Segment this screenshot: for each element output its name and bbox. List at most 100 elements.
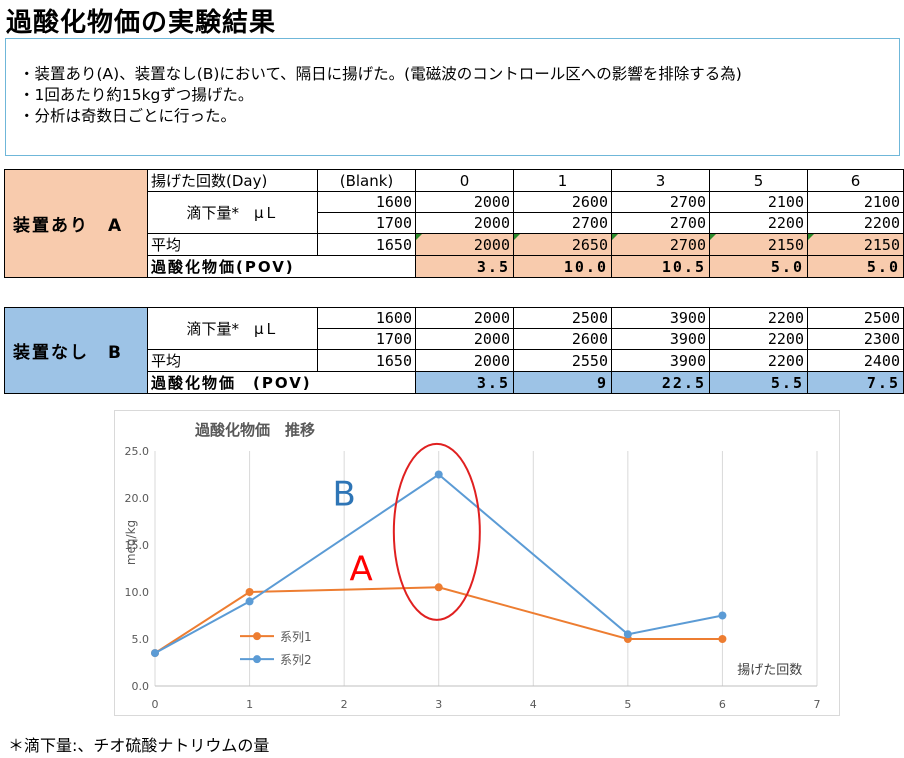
cell: 2100 [709, 191, 808, 213]
day-header: 6 [807, 169, 904, 192]
cell: 2150 [807, 233, 904, 256]
legend-marker [253, 632, 261, 641]
cell: 2200 [709, 328, 808, 350]
y-tick-label: 5.0 [132, 633, 150, 646]
table-row: 装置なし B 滴下量* μＬ 1600 2000 2500 3900 2200 … [4, 307, 904, 394]
cell: 2100 [807, 191, 904, 213]
cell: 2000 [415, 328, 514, 350]
pov-value: 5.5 [709, 371, 808, 394]
cell: 1700 [317, 328, 416, 350]
chart-container: 0 1 2 3 4 5 6 7 0.0 5.0 10.0 15.0 20.0 25.0 過酸化物価 推移 me… [114, 410, 840, 716]
titration-label: 滴下量* μＬ [147, 307, 318, 350]
pov-value: 9 [513, 371, 612, 394]
footnote: ＊滴下量:、チオ硫酸ナトリウムの量 [8, 736, 270, 755]
note-line: ・1回あたり約15kgずつ揚げた。 [19, 86, 254, 104]
blank-label: (Blank) [317, 169, 416, 192]
avg-label: 平均 [147, 233, 318, 256]
pov-value: 7.5 [807, 371, 904, 394]
note-line: ・装置あり(A)、装置なし(B)において、隔日に揚げた。(電磁波のコントロール区… [19, 65, 742, 83]
cell: 2400 [807, 349, 904, 372]
cell: 2000 [415, 191, 514, 213]
data-point [151, 649, 159, 658]
cell: 3900 [611, 349, 710, 372]
header-label: 揚げた回数(Day) [147, 169, 318, 192]
data-point [245, 597, 254, 606]
y-tick-label: 10.0 [125, 586, 150, 599]
table-row: 滴下量* μＬ 1600 2000 2600 2700 2100 2100 [5, 191, 904, 234]
x-tick-label: 2 [341, 698, 348, 711]
table-without-device: 装置なし B 滴下量* μＬ 1600 2000 2500 3900 2200 … [4, 307, 904, 394]
pov-value: 10.0 [513, 255, 612, 278]
x-tick-label: 3 [435, 698, 442, 711]
annotation-b: B [332, 475, 355, 515]
cell: 3900 [611, 307, 710, 329]
pov-label: 過酸化物価(POV) [147, 255, 416, 278]
x-tick-label: 1 [246, 698, 253, 711]
note-line: ・分析は奇数日ごとに行った。 [19, 107, 237, 125]
cell: 3900 [611, 328, 710, 350]
cell: 1650 [317, 233, 416, 256]
cell: 2600 [513, 328, 612, 350]
group-label-a: 装置あり A [4, 169, 148, 278]
annotation-a: A [350, 550, 373, 590]
data-point [718, 635, 727, 643]
cell: 2500 [807, 307, 904, 329]
cell: 2000 [415, 212, 514, 234]
cell: 1600 [317, 191, 416, 213]
cell: 2700 [611, 191, 710, 213]
cell: 2150 [709, 233, 808, 256]
legend-label: 系列1 [280, 630, 312, 644]
data-point [434, 470, 443, 479]
data-point [718, 611, 727, 620]
cell: 2700 [611, 233, 710, 256]
y-tick-label: 0.0 [132, 680, 150, 693]
table-row: 装置あり A 揚げた回数(Day) (Blank) 0 1 3 5 6 [4, 169, 904, 278]
chart-title: 過酸化物価 推移 [194, 421, 315, 439]
cell: 2200 [807, 212, 904, 234]
x-axis-label: 揚げた回数 [737, 662, 802, 678]
x-tick-label: 0 [152, 698, 159, 711]
cell: 2700 [513, 212, 612, 234]
pov-value: 5.0 [709, 255, 808, 278]
notes-box: ・装置あり(A)、装置なし(B)において、隔日に揚げた。(電磁波のコントロール区… [5, 38, 900, 156]
day-header: 1 [513, 169, 612, 192]
table-row: 過酸化物価 (POV) 3.5 9 22.5 5.5 7.5 [5, 371, 904, 394]
x-tick-label: 7 [814, 698, 821, 711]
cell: 2200 [709, 307, 808, 329]
cell: 1650 [317, 349, 416, 372]
table-row: 平均 1650 2000 2550 3900 2200 2400 [5, 349, 904, 372]
cell: 2650 [513, 233, 612, 256]
x-tick-label: 5 [624, 698, 631, 711]
cell: 2550 [513, 349, 612, 372]
group-label-b: 装置なし B [4, 307, 148, 394]
day-header: 3 [611, 169, 710, 192]
table-row: 1700 2000 2600 3900 2200 2300 [5, 328, 904, 350]
table-with-device: 装置あり A 揚げた回数(Day) (Blank) 0 1 3 5 6 滴下量*… [4, 169, 904, 278]
day-header: 5 [709, 169, 808, 192]
cell: 2300 [807, 328, 904, 350]
data-point [245, 588, 254, 596]
cell: 2700 [611, 212, 710, 234]
cell: 2200 [709, 349, 808, 372]
pov-value: 5.0 [807, 255, 904, 278]
pov-value: 10.5 [611, 255, 710, 278]
x-tick-label: 6 [719, 698, 726, 711]
cell: 2200 [709, 212, 808, 234]
cell: 1600 [317, 307, 416, 329]
cell: 1700 [317, 212, 416, 234]
data-point [623, 630, 632, 639]
legend-marker [253, 655, 261, 664]
pov-value: 3.5 [415, 255, 514, 278]
y-tick-label: 25.0 [125, 445, 150, 458]
table-row: 過酸化物価(POV) 3.5 10.0 10.5 5.0 5.0 [5, 255, 904, 278]
y-tick-label: 20.0 [125, 492, 150, 505]
avg-label: 平均 [147, 349, 318, 372]
pov-line-chart: 0 1 2 3 4 5 6 7 0.0 5.0 10.0 15.0 20.0 25.0 過酸化物価 推移 me… [124, 421, 821, 711]
page-title: 過酸化物価の実験結果 [6, 8, 277, 38]
legend-label: 系列2 [280, 653, 312, 667]
table-row: 平均 1650 2000 2650 2700 2150 2150 [5, 233, 904, 256]
pov-value: 3.5 [415, 371, 514, 394]
y-axis-label: meq/kg [124, 520, 138, 565]
titration-label: 滴下量* μＬ [147, 191, 318, 234]
cell: 2000 [415, 233, 514, 256]
